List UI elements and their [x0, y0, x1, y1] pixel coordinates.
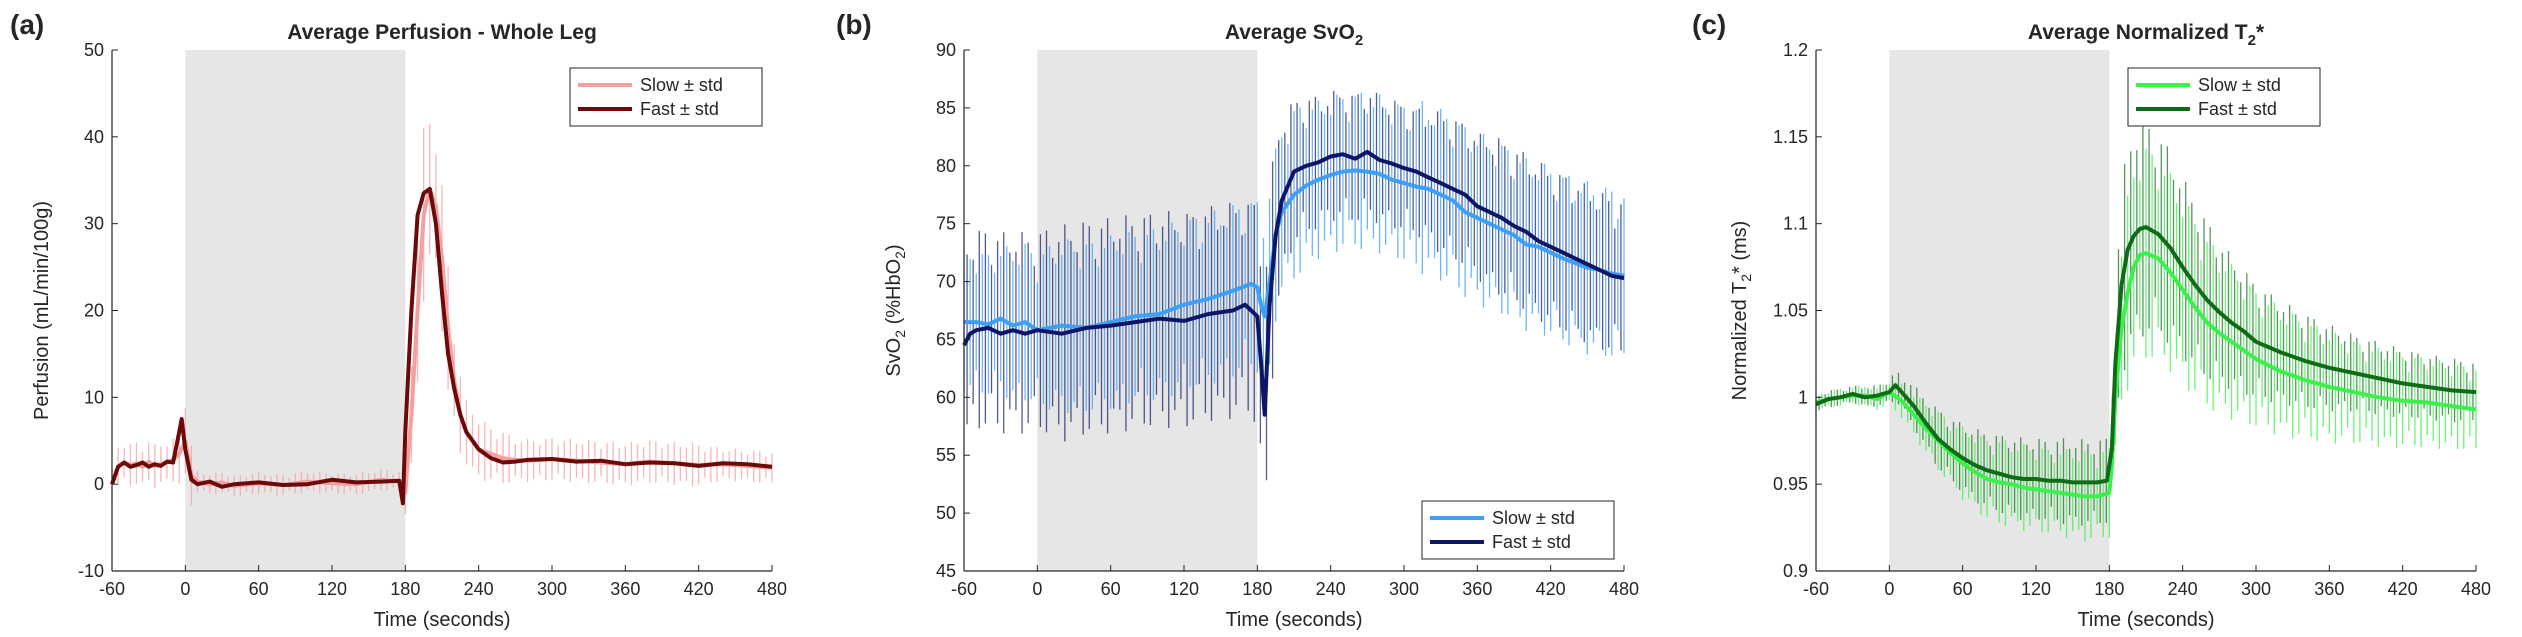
legend-box	[569, 67, 763, 127]
y-axis-label: Normalized T2* (ms)	[1729, 221, 1754, 401]
x-tick-label: 420	[2388, 579, 2418, 599]
y-tick-label: 30	[84, 214, 104, 234]
y-label-text: )	[883, 244, 905, 251]
x-tick-label: 240	[2168, 579, 2198, 599]
x-tick-label: 0	[1032, 579, 1042, 599]
y-tick-label: 50	[936, 503, 956, 523]
x-tick-label: 360	[1462, 579, 1492, 599]
panel-c: -60 0 60 120 180 240 300 360 420 480 0.9 0.95 1 1.05 1…	[1692, 9, 2491, 631]
y-tick-label: 1.2	[1783, 40, 1808, 60]
title-tail: *	[2256, 21, 2265, 44]
title-subscript: 2	[2248, 32, 2256, 49]
y-tick-label: 20	[84, 301, 104, 321]
x-tick-label: 120	[317, 579, 347, 599]
y-tick-label: 1.05	[1773, 301, 1808, 321]
x-axis-label: Time (seconds)	[373, 609, 510, 631]
series-line-1	[1815, 225, 2477, 485]
x-tick-label: 0	[1884, 579, 1894, 599]
panel-label: (c)	[1692, 9, 1726, 40]
panel-b: -60 0 60 120 180 240 300 360 420 480 45 50 55 60 65 70 7…	[836, 9, 1639, 631]
y-label-subscript: 2	[1738, 274, 1754, 282]
x-tick-label: 480	[2461, 579, 2491, 599]
y-tick-label: 1	[1798, 387, 1808, 407]
y-tick-label: 0.9	[1783, 561, 1808, 581]
series-line-1	[962, 149, 1625, 417]
legend-label: Slow ± std	[640, 75, 723, 95]
y-axis-label: Perfusion (mL/min/100g)	[31, 201, 53, 420]
x-tick-label: -60	[1803, 579, 1829, 599]
x-tick-label: 300	[2241, 579, 2271, 599]
x-tick-label: 480	[757, 579, 787, 599]
x-tick-label: 60	[249, 579, 269, 599]
y-tick-label: 1.15	[1773, 127, 1808, 147]
y-label-text: (%HbO	[883, 259, 905, 330]
y-tick-label: 0.95	[1773, 474, 1808, 494]
y-tick-label: 45	[936, 561, 956, 581]
y-label-text: Normalized T	[1729, 282, 1751, 401]
y-tick-label: 80	[936, 156, 956, 176]
x-tick-label: 360	[2314, 579, 2344, 599]
x-tick-label: 60	[1101, 579, 1121, 599]
legend-box	[2127, 67, 2321, 127]
x-tick-label: 120	[2021, 579, 2051, 599]
x-tick-label: -60	[951, 579, 977, 599]
y-tick-label: 55	[936, 445, 956, 465]
x-tick-label: 180	[390, 579, 420, 599]
y-tick-label: 75	[936, 214, 956, 234]
x-tick-label: 0	[180, 579, 190, 599]
y-label-text: SvO	[883, 338, 905, 377]
legend: Slow ± std Fast ± std	[2127, 67, 2321, 127]
y-tick-label: 0	[94, 474, 104, 494]
title-subscript: 2	[1355, 32, 1363, 49]
y-tick-label: 90	[936, 40, 956, 60]
x-tick-label: 180	[1242, 579, 1272, 599]
series-line-1	[110, 186, 773, 506]
x-tick-label: 180	[2094, 579, 2124, 599]
x-tick-label: 300	[537, 579, 567, 599]
series-line-0	[1815, 251, 2477, 499]
legend-label: Fast ± std	[1492, 532, 1571, 552]
y-tick-label: 85	[936, 98, 956, 118]
legend: Slow ± std Fast ± std	[569, 67, 763, 127]
title-text: Average Normalized T	[2028, 21, 2248, 44]
chart-title: Average Normalized T2*	[2028, 21, 2265, 49]
y-tick-label: 10	[84, 387, 104, 407]
x-tick-label: 360	[610, 579, 640, 599]
x-tick-label: 240	[464, 579, 494, 599]
y-label-subscript: 2	[892, 251, 908, 259]
title-text: Average SvO	[1225, 21, 1355, 44]
y-tick-label: -10	[78, 561, 104, 581]
x-tick-label: 300	[1389, 579, 1419, 599]
legend: Slow ± std Fast ± std	[1421, 500, 1615, 560]
legend-label: Fast ± std	[640, 99, 719, 119]
y-label-text: * (ms)	[1729, 221, 1751, 274]
panel-label: (b)	[836, 9, 872, 40]
x-axis-label: Time (seconds)	[2077, 609, 2214, 631]
y-tick-label: 50	[84, 40, 104, 60]
x-tick-label: -60	[99, 579, 125, 599]
legend-label: Slow ± std	[2198, 75, 2281, 95]
y-tick-label: 70	[936, 272, 956, 292]
x-tick-label: 420	[1536, 579, 1566, 599]
y-tick-label: 1.1	[1783, 214, 1808, 234]
y-tick-label: 60	[936, 387, 956, 407]
x-axis-label: Time (seconds)	[1225, 609, 1362, 631]
y-axis-label: SvO2 (%HbO2)	[883, 244, 908, 376]
chart-title: Average SvO2	[1225, 21, 1363, 49]
legend-box	[1421, 500, 1615, 560]
x-tick-label: 420	[684, 579, 714, 599]
x-tick-label: 60	[1953, 579, 1973, 599]
chart-title: Average Perfusion - Whole Leg	[287, 21, 597, 44]
x-tick-label: 120	[1169, 579, 1199, 599]
y-tick-label: 65	[936, 329, 956, 349]
panel-label: (a)	[10, 9, 44, 40]
legend-label: Fast ± std	[2198, 99, 2277, 119]
x-tick-label: 480	[1609, 579, 1639, 599]
legend-label: Slow ± std	[1492, 508, 1575, 528]
y-label-subscript: 2	[892, 330, 908, 338]
panel-a: -60 0 60 120 180 240 300 360 420 480 -10 0 10 20 30 40 5…	[10, 9, 787, 631]
x-tick-label: 240	[1316, 579, 1346, 599]
y-tick-label: 40	[84, 127, 104, 147]
